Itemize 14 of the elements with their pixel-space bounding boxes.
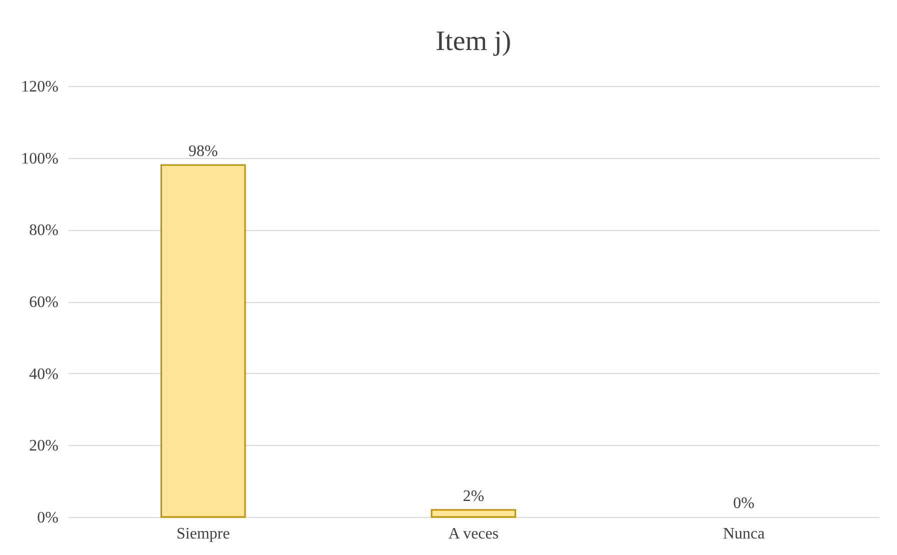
data-label: 0% [733,495,754,512]
y-tick-label: 40% [29,366,58,383]
y-tick-label: 20% [29,438,58,455]
y-tick-label: 120% [21,78,58,96]
data-label: 2% [462,488,484,505]
y-tick-label: 60% [29,294,58,311]
chart-title: Item j) [436,26,512,57]
x-tick-label: A veces [448,526,499,542]
y-tick-label: 80% [29,222,58,240]
x-tick-label: Siempre [176,526,230,542]
x-tick-label: Nunca [722,526,765,542]
y-tick-label: 0% [37,510,58,526]
y-tick-label: 100% [21,150,58,168]
data-label: 98% [188,143,218,160]
